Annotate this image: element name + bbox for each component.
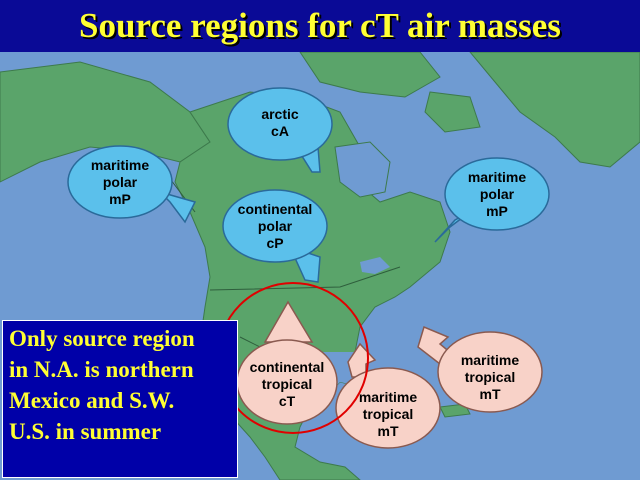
mp-east-label-line1: maritime bbox=[468, 169, 527, 185]
mt-atlantic-label-line1: maritime bbox=[461, 352, 520, 368]
page-title: Source regions for cT air masses bbox=[79, 6, 561, 45]
cp-label-line2: polar bbox=[258, 218, 293, 234]
mp-west-label-line1: maritime bbox=[91, 157, 150, 173]
source-region-note-box: Only source region in N.A. is northern M… bbox=[2, 320, 238, 478]
note-line-3: Mexico and S.W. bbox=[9, 388, 175, 413]
cp-label-line3: cP bbox=[266, 235, 283, 251]
continental-tropical-bubble: continental tropical cT bbox=[236, 300, 338, 425]
mt-atlantic-label-line3: mT bbox=[480, 386, 501, 402]
ct-label-line3: cT bbox=[279, 393, 296, 409]
mp-west-label-line3: mP bbox=[109, 191, 131, 207]
arctic-label-line1: arctic bbox=[261, 106, 299, 122]
note-line-2: in N.A. is northern bbox=[9, 357, 194, 382]
mt-gulf-label-line1: maritime bbox=[359, 389, 418, 405]
hudson-bay bbox=[334, 141, 391, 198]
continental-polar-bubble: continental polar cP bbox=[222, 189, 328, 283]
ct-label-line2: tropical bbox=[262, 376, 313, 392]
mp-east-label-line2: polar bbox=[480, 186, 515, 202]
maritime-polar-west-bubble: maritime polar mP bbox=[67, 145, 197, 224]
north-america-map: arctic cA maritime polar mP continental … bbox=[0, 52, 640, 480]
mt-gulf-label-line3: mT bbox=[378, 423, 399, 439]
mt-gulf-label-line2: tropical bbox=[363, 406, 414, 422]
arctic-label-line2: cA bbox=[271, 123, 289, 139]
mt-atlantic-label-line2: tropical bbox=[465, 369, 516, 385]
maritime-polar-east-bubble: maritime polar mP bbox=[434, 157, 550, 243]
note-line-1: Only source region bbox=[9, 326, 195, 351]
cp-label-line1: continental bbox=[238, 201, 313, 217]
title-bar: Source regions for cT air masses bbox=[0, 0, 640, 52]
mp-west-label-line2: polar bbox=[103, 174, 138, 190]
ct-label-line1: continental bbox=[250, 359, 325, 375]
great-lakes bbox=[360, 257, 390, 274]
note-line-4: U.S. in summer bbox=[9, 419, 162, 444]
maritime-tropical-atlantic-bubble: maritime tropical mT bbox=[417, 325, 543, 413]
mp-east-label-line3: mP bbox=[486, 203, 508, 219]
arctic-air-mass-bubble: arctic cA bbox=[227, 87, 333, 173]
